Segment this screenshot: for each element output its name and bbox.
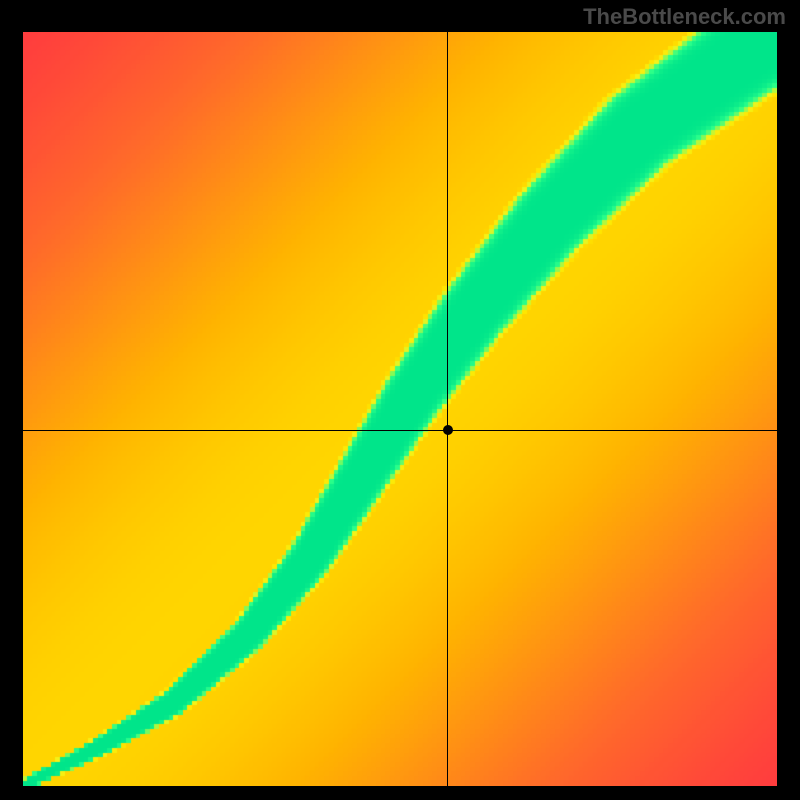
heatmap-plot xyxy=(23,32,777,786)
crosshair-vertical xyxy=(447,32,448,786)
heatmap-canvas xyxy=(23,32,777,786)
crosshair-horizontal xyxy=(23,430,777,431)
watermark-text: TheBottleneck.com xyxy=(583,4,786,30)
crosshair-marker-dot xyxy=(443,425,453,435)
